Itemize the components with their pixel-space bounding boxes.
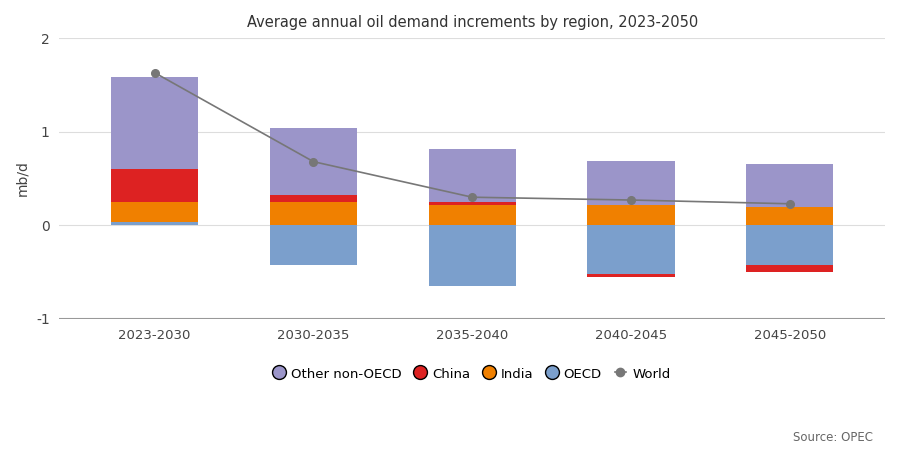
- Bar: [588, 274, 675, 277]
- Bar: [111, 222, 198, 225]
- Bar: [588, 161, 675, 205]
- Bar: [746, 225, 833, 265]
- Bar: [428, 205, 516, 225]
- Title: Average annual oil demand increments by region, 2023-2050: Average annual oil demand increments by …: [247, 15, 698, 30]
- Text: Source: OPEC: Source: OPEC: [793, 431, 873, 444]
- Bar: [746, 164, 833, 207]
- Bar: [111, 77, 198, 169]
- Bar: [111, 202, 198, 222]
- Bar: [270, 202, 357, 225]
- Legend: Other non-OECD, China, India, OECD, World: Other non-OECD, China, India, OECD, Worl…: [269, 362, 676, 386]
- Bar: [270, 225, 357, 265]
- Bar: [111, 169, 198, 202]
- Bar: [588, 205, 675, 225]
- Bar: [270, 195, 357, 202]
- Bar: [270, 128, 357, 195]
- Bar: [428, 148, 516, 202]
- Bar: [428, 202, 516, 205]
- Bar: [746, 265, 833, 272]
- Bar: [746, 207, 833, 225]
- Y-axis label: mb/d: mb/d: [15, 161, 29, 197]
- Bar: [428, 225, 516, 286]
- Bar: [588, 225, 675, 274]
